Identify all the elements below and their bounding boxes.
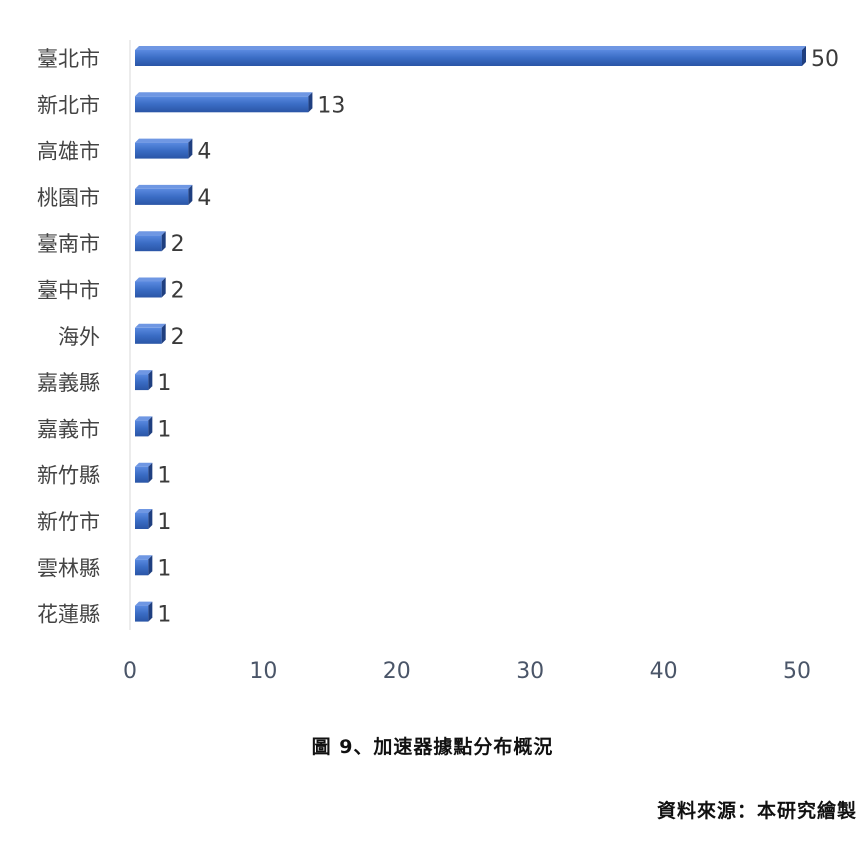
bar-top-face xyxy=(135,92,313,97)
category-label: 新北市 xyxy=(37,93,100,117)
bar-side-face xyxy=(148,416,153,437)
category-label: 新竹市 xyxy=(37,510,100,534)
bar-group xyxy=(135,138,193,159)
bar-side-face xyxy=(188,184,193,205)
bar-group xyxy=(135,184,193,205)
bar-top-face xyxy=(135,184,193,189)
bar-side-face xyxy=(802,46,806,66)
x-tick-label: 50 xyxy=(783,659,811,684)
bar-group xyxy=(135,46,806,66)
bar-value-label: 13 xyxy=(317,93,345,118)
bar-side-face xyxy=(148,370,153,391)
x-tick-label: 20 xyxy=(383,659,411,684)
bar-top-face xyxy=(135,370,153,375)
x-tick-label: 0 xyxy=(123,659,137,684)
bar-value-label: 1 xyxy=(157,464,171,489)
bar-side-face xyxy=(308,92,313,113)
bar-top-face xyxy=(135,601,153,606)
x-tick-label: 10 xyxy=(249,659,277,684)
bar xyxy=(135,559,149,576)
category-label: 海外 xyxy=(58,325,100,349)
bar-side-face xyxy=(161,231,166,252)
bar xyxy=(135,142,189,159)
category-label: 臺中市 xyxy=(37,279,100,303)
bar-side-face xyxy=(148,555,153,576)
bar-side-face xyxy=(148,601,153,622)
bar-top-face xyxy=(135,416,153,421)
category-label: 雲林縣 xyxy=(37,556,100,580)
bar-top-face xyxy=(135,555,153,560)
bar-side-face xyxy=(161,323,166,344)
bar-group xyxy=(135,370,153,391)
bar-group xyxy=(135,323,166,344)
bar-value-label: 1 xyxy=(157,417,171,442)
category-label: 臺北市 xyxy=(37,47,100,71)
bar-value-label: 2 xyxy=(171,325,185,350)
bar xyxy=(135,235,162,252)
bar xyxy=(135,50,802,66)
bar-top-face xyxy=(135,462,153,467)
x-tick-label: 40 xyxy=(650,659,678,684)
bar-side-face xyxy=(161,277,166,298)
bar-group xyxy=(135,555,153,576)
bar-value-label: 2 xyxy=(171,279,185,304)
bar-value-label: 1 xyxy=(157,371,171,396)
bar xyxy=(135,420,149,437)
bar-chart: 50 臺北市 13 新北市 4 高雄市 4 桃園市 2 臺南市 2 臺中市 2 海外 1 嘉義縣 1 嘉義市 1 新竹… xyxy=(37,40,839,684)
bar-top-face xyxy=(135,509,153,513)
bar xyxy=(135,188,189,205)
bar xyxy=(135,281,162,298)
category-label: 高雄市 xyxy=(37,140,100,164)
bar-value-label: 1 xyxy=(157,603,171,628)
bar-top-face xyxy=(135,138,193,143)
category-label: 新竹縣 xyxy=(37,464,100,488)
bar-group xyxy=(135,416,153,437)
figure-caption: 圖 9、加速器據點分布概況 xyxy=(311,736,554,758)
bar-top-face xyxy=(135,231,166,236)
category-label: 嘉義市 xyxy=(37,417,100,441)
bar-value-label: 4 xyxy=(197,186,211,211)
bar-group xyxy=(135,462,153,483)
bar-group xyxy=(135,509,153,529)
bar-group xyxy=(135,231,166,252)
bar xyxy=(135,327,162,344)
bar-side-face xyxy=(188,138,193,159)
bar-value-label: 2 xyxy=(171,232,185,257)
bar-side-face xyxy=(148,462,153,483)
bar xyxy=(135,466,149,483)
bar-value-label: 50 xyxy=(811,47,839,72)
x-tick-label: 30 xyxy=(516,659,544,684)
bar-top-face xyxy=(135,277,166,282)
bar-value-label: 1 xyxy=(157,510,171,535)
bar xyxy=(135,513,149,529)
bar xyxy=(135,374,149,391)
bar-value-label: 1 xyxy=(157,556,171,581)
bar-side-face xyxy=(148,509,153,529)
bar-group xyxy=(135,601,153,622)
bar xyxy=(135,605,149,622)
bar-top-face xyxy=(135,46,806,50)
figure-source: 資料來源：本研究繪製 xyxy=(656,800,857,822)
bar-top-face xyxy=(135,323,166,328)
bar-group xyxy=(135,277,166,298)
category-label: 臺南市 xyxy=(37,232,100,256)
category-label: 嘉義縣 xyxy=(37,371,100,395)
bar xyxy=(135,96,309,113)
bar-group xyxy=(135,92,313,113)
category-label: 桃園市 xyxy=(37,186,100,210)
bar-value-label: 4 xyxy=(197,140,211,165)
category-label: 花蓮縣 xyxy=(37,603,100,627)
